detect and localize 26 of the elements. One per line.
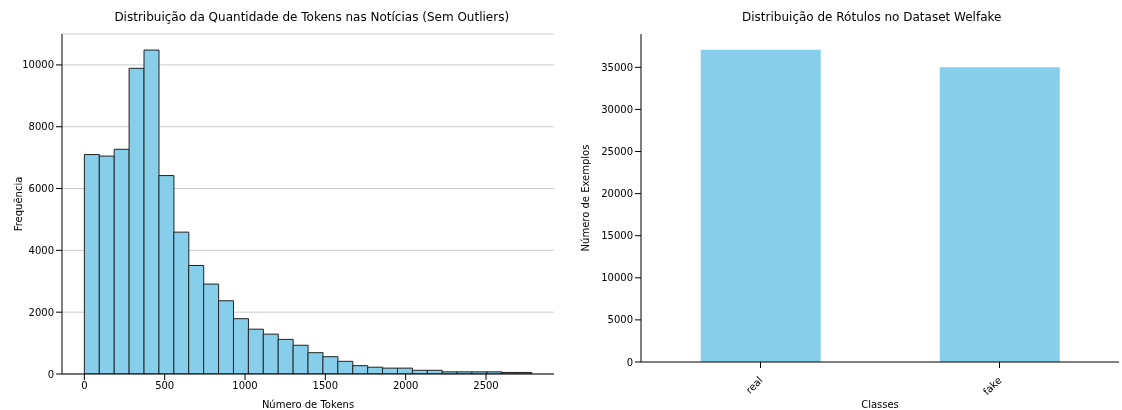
- y-tick-label: 35000: [601, 61, 634, 73]
- y-axis-title: Número de Exemplos: [580, 144, 592, 252]
- y-tick-label: 4000: [28, 244, 54, 256]
- x-tick-label: 2000: [392, 380, 419, 392]
- y-tick-label: 5000: [608, 314, 634, 326]
- x-tick-label: 2500: [473, 380, 499, 392]
- y-tick-label: 15000: [601, 230, 634, 242]
- y-tick-label: 8000: [28, 121, 54, 133]
- chart-title: Distribuição da Quantidade de Tokens nas Notícias (Sem Outliers): [113, 10, 511, 24]
- y-tick-label: 6000: [28, 183, 54, 195]
- y-tick-label: 20000: [601, 188, 634, 200]
- x-tick-label: 500: [155, 380, 175, 392]
- y-tick-label: 2000: [28, 306, 54, 318]
- x-tick-label: fake: [981, 374, 1005, 398]
- y-tick-label: 25000: [601, 146, 634, 158]
- chart-title: Distribuição de Rótulos no Dataset Welfake: [741, 10, 1003, 24]
- x-axis-title: Número de Tokens: [261, 399, 355, 410]
- x-axis-title: Classes: [861, 399, 900, 410]
- y-axis-title: Frequência: [12, 176, 24, 232]
- x-tick-label: 0: [81, 380, 88, 392]
- y-tick-label: 10000: [601, 272, 634, 284]
- y-tick-label: 10000: [22, 59, 54, 71]
- y-tick-label: 30000: [601, 103, 634, 115]
- y-tick-label: 0: [627, 356, 634, 368]
- x-tick-label: 1500: [312, 380, 339, 392]
- x-tick-label: 1000: [232, 380, 258, 392]
